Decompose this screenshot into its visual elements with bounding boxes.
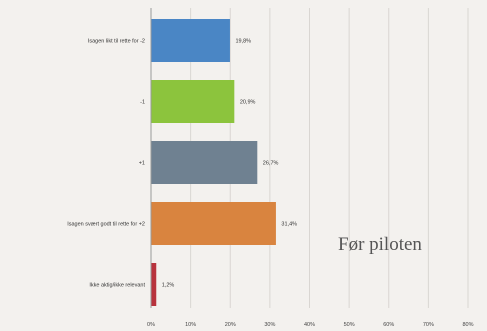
x-tick-label: 60% [383,322,394,328]
category-label: Isagen svært godt til rette for +2 [67,222,145,228]
value-label: 20,9% [240,100,256,106]
value-label: 19,8% [235,39,251,45]
category-label: -1 [140,100,145,106]
category-label: +1 [139,161,145,167]
value-label: 31,4% [281,222,297,228]
bar [151,80,235,123]
bar [151,263,157,306]
bar [151,141,258,184]
x-tick-label: 20% [225,322,236,328]
value-labels: 19,8% 20,9% 26,7% 31,4% 1,2% [162,39,297,289]
x-tick-label: 80% [462,322,473,328]
category-labels: Isagen likt til rette for -2 -1 +1 Isagen s… [67,39,145,289]
x-tick-label: 50% [344,322,355,328]
x-tick-label: 10% [185,322,196,328]
value-label: 26,7% [263,161,279,167]
category-label: Isagen likt til rette for -2 [88,39,145,45]
x-tick-labels: 0% 10% 20% 30% 40% 50% 60% 70% 80% [147,322,474,328]
bars [151,19,276,306]
bar [151,19,230,62]
category-label: Ikke aktig/ikke relevant [89,283,145,289]
chart-annotation: Før piloten [338,234,422,255]
value-label: 1,2% [162,283,175,289]
x-tick-label: 30% [264,322,275,328]
x-tick-label: 40% [304,322,315,328]
x-tick-label: 70% [423,322,434,328]
bar [151,202,276,245]
x-tick-label: 0% [147,322,155,328]
